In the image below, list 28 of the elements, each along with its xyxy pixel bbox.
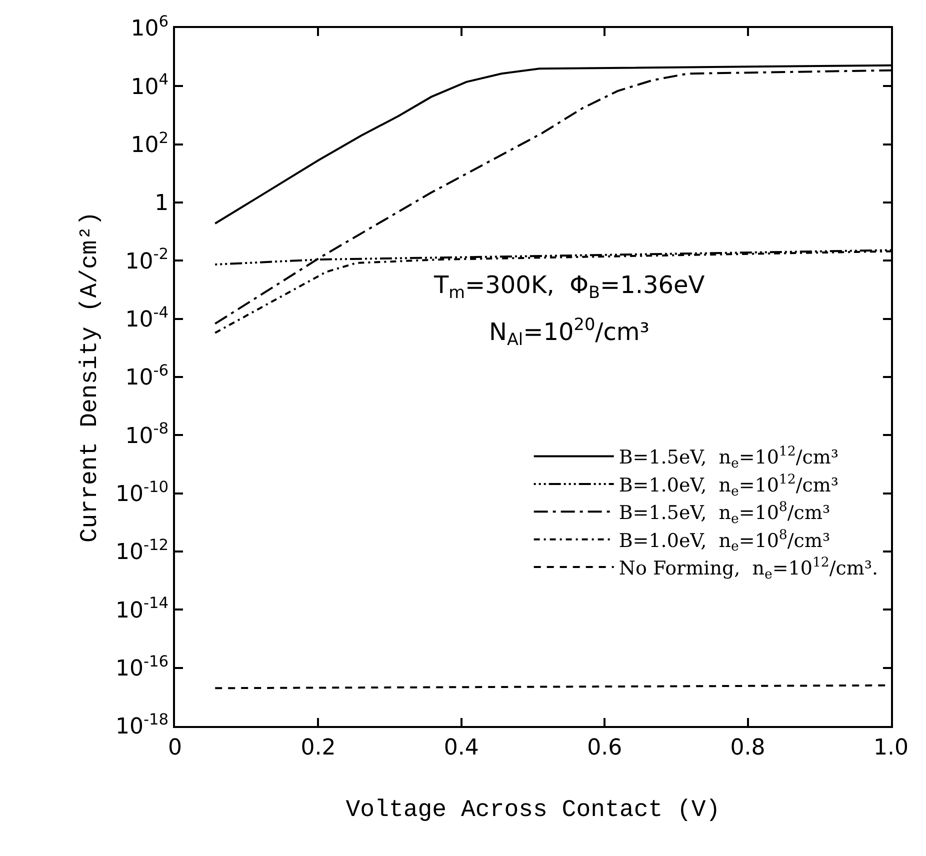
y-tick-label: 10$^{-10}$ [115, 478, 169, 508]
y-tick-label: 10$^{-6}$ [125, 361, 169, 391]
x-tick-label: 0.4 [444, 735, 479, 760]
legend-label: B=1.0eV, n$_{e}$=10$^{12}$/cm³ [618, 472, 839, 500]
x-tick-label: 0.2 [300, 735, 336, 760]
x-tick-label: 0.8 [730, 735, 766, 760]
y-tick-label: 10$^{-14}$ [115, 594, 169, 624]
y-tick-label: 10$^{4}$ [130, 70, 169, 100]
x-axis-title: Voltage Across Contact (V) [346, 797, 720, 824]
y-tick-label: 10$^{2}$ [130, 128, 169, 158]
y-tick-label: 10$^{-18}$ [115, 710, 169, 740]
y-tick-label: 10$^{-12}$ [115, 536, 169, 566]
legend-label: B=1.0eV, n$_{e}$=10$^{8}$/cm³ [618, 528, 830, 555]
annotation: N$_{Al}$=10$^{20}$/cm³ [489, 314, 650, 350]
legend-label: B=1.5eV, n$_{e}$=10$^{12}$/cm³ [618, 444, 839, 472]
x-tick-label: 1.0 [874, 735, 908, 760]
x-tick-label: 0.6 [587, 735, 622, 760]
legend-label: B=1.5eV, n$_{e}$=10$^{8}$/cm³ [618, 500, 830, 528]
y-axis-title: Current Density (A/cm²) [77, 211, 104, 543]
y-tick-label: 10$^{-8}$ [125, 420, 169, 449]
x-tick-label: 0 [168, 735, 182, 760]
legend-label: No Forming, n$_{e}$=10$^{12}$/cm³. [618, 555, 878, 582]
annotation: T$_{m}$=300K, Φ$_{B}$=1.36eV [433, 271, 706, 302]
y-tick-label: 10$^{-16}$ [115, 652, 169, 682]
y-tick-label: 10$^{-2}$ [125, 245, 169, 274]
y-tick-label: 1 [154, 191, 169, 216]
y-tick-label: 10$^{6}$ [130, 12, 169, 42]
y-tick-label: 10$^{-4}$ [125, 303, 169, 333]
